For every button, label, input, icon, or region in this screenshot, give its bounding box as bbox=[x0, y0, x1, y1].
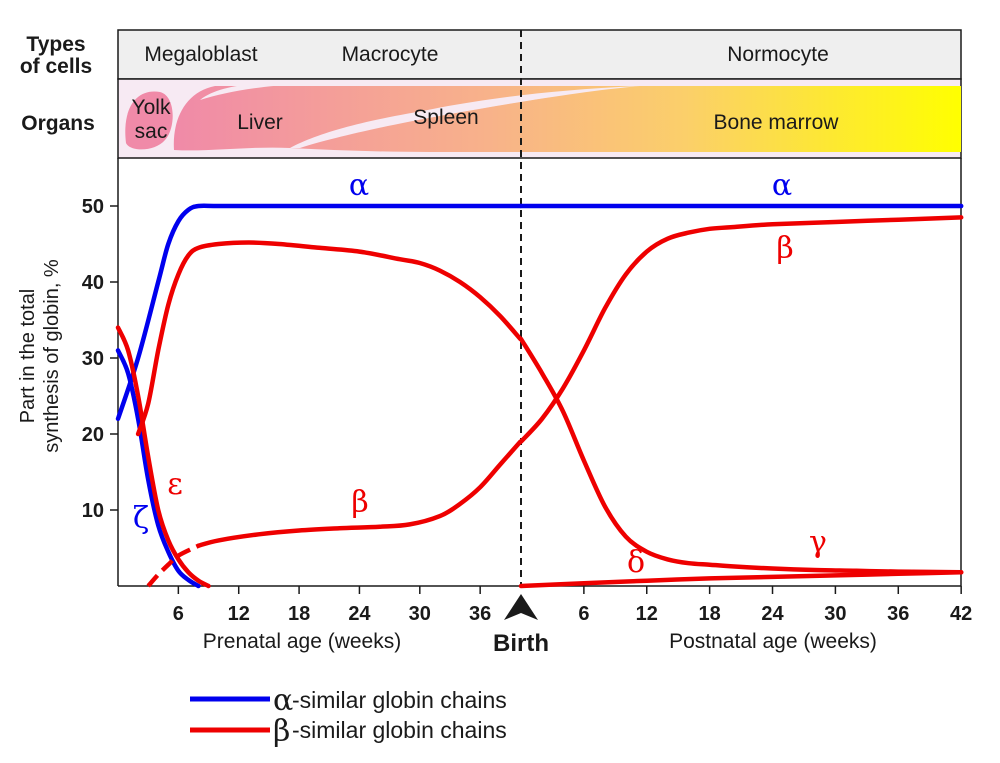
postnatal-x-tick-label: 30 bbox=[824, 603, 846, 625]
cell-type-megaloblast: Megaloblast bbox=[144, 43, 257, 66]
postnatal-x-tick-label: 36 bbox=[887, 603, 909, 625]
series-epsilon-prenatal-line bbox=[115, 325, 211, 589]
prenatal-x-tick-label: 6 bbox=[173, 603, 184, 625]
legend: α -similar globin chains β -similar glob… bbox=[190, 683, 507, 749]
series-gamma-prenatal-line bbox=[135, 240, 523, 437]
series-gamma-postnatal-line bbox=[518, 336, 964, 575]
series-beta-postnatal-line bbox=[518, 215, 964, 444]
curve-label-alpha-prenatal: α bbox=[349, 168, 369, 203]
curve-label-delta: δ bbox=[627, 545, 645, 580]
birth-arrow-icon bbox=[504, 594, 538, 620]
series-delta-postnatal-line bbox=[518, 570, 964, 589]
cell-type-macrocyte: Macrocyte bbox=[342, 43, 439, 66]
curve-label-beta-prenatal: β bbox=[351, 485, 368, 520]
organ-liver-spleen-bone-marrow-shape bbox=[173, 86, 961, 152]
curve-label-gamma: γ bbox=[809, 525, 827, 560]
organs-row-label: Organs bbox=[21, 112, 95, 135]
series-layer bbox=[115, 203, 964, 589]
curve-label-epsilon: ε bbox=[167, 467, 183, 502]
y-tick-label: 40 bbox=[82, 272, 104, 294]
postnatal-x-tick-label: 24 bbox=[761, 603, 784, 625]
y-axis-ticks: 10 20 30 40 50 bbox=[82, 196, 118, 522]
y-tick-label: 30 bbox=[82, 348, 104, 370]
y-tick-label: 10 bbox=[82, 500, 104, 522]
organ-liver-spleen-boundary bbox=[290, 94, 570, 148]
curve-label-zeta: ζ bbox=[133, 501, 149, 536]
y-tick-label: 20 bbox=[82, 424, 104, 446]
postnatal-x-tick-label: 18 bbox=[699, 603, 721, 625]
postnatal-x-tick-label: 12 bbox=[636, 603, 658, 625]
organ-liver-top-gap bbox=[200, 83, 300, 100]
prenatal-x-tick-label: 18 bbox=[288, 603, 310, 625]
organ-yolk-sac-label: Yolk sac bbox=[132, 96, 171, 143]
organ-liver-label: Liver bbox=[237, 111, 283, 134]
postnatal-x-tick-label: 42 bbox=[950, 603, 972, 625]
prenatal-x-tick-label: 12 bbox=[228, 603, 250, 625]
legend-symbol-beta: β bbox=[273, 714, 290, 749]
curve-label-beta-postnatal: β bbox=[776, 231, 793, 266]
y-tick-label: 50 bbox=[82, 196, 104, 218]
legend-label-alpha: -similar globin chains bbox=[292, 687, 507, 713]
series-beta-prenatal-line bbox=[196, 439, 523, 548]
legend-symbol-alpha: α bbox=[273, 683, 293, 718]
x-axis-ticks: 6 12 18 24 30 36 6 12 18 24 30 36 42 bbox=[173, 586, 972, 625]
birth-label: Birth bbox=[493, 630, 549, 657]
organ-bone-marrow-label: Bone marrow bbox=[714, 111, 840, 134]
cell-types-row-label: Types of cells bbox=[20, 33, 92, 78]
organ-yolk-sac-shape bbox=[125, 91, 173, 150]
prenatal-x-tick-label: 24 bbox=[348, 603, 371, 625]
organ-spleen-label: Spleen bbox=[413, 106, 478, 129]
postnatal-x-tick-label: 6 bbox=[578, 603, 589, 625]
postnatal-axis-label: Postnatal age (weeks) bbox=[669, 630, 877, 653]
series-alpha-prenatal-line bbox=[115, 203, 523, 422]
organs-band: Organs Yolk sac Liver Spleen Bone marrow bbox=[21, 78, 962, 159]
legend-label-beta: -similar globin chains bbox=[292, 717, 507, 743]
prenatal-x-tick-label: 30 bbox=[409, 603, 431, 625]
prenatal-x-tick-label: 36 bbox=[469, 603, 491, 625]
y-axis-title: Part in the total synthesis of globin, % bbox=[17, 259, 63, 453]
cell-types-band: Types of cells Megaloblast Macrocyte Norm… bbox=[20, 29, 962, 80]
series-zeta-prenatal-line bbox=[115, 348, 201, 589]
curve-label-alpha-postnatal: α bbox=[772, 168, 792, 203]
cell-type-normocyte: Normocyte bbox=[727, 43, 829, 66]
prenatal-axis-label: Prenatal age (weeks) bbox=[203, 630, 401, 653]
series-beta-prenatal-dashed-line bbox=[146, 543, 200, 588]
